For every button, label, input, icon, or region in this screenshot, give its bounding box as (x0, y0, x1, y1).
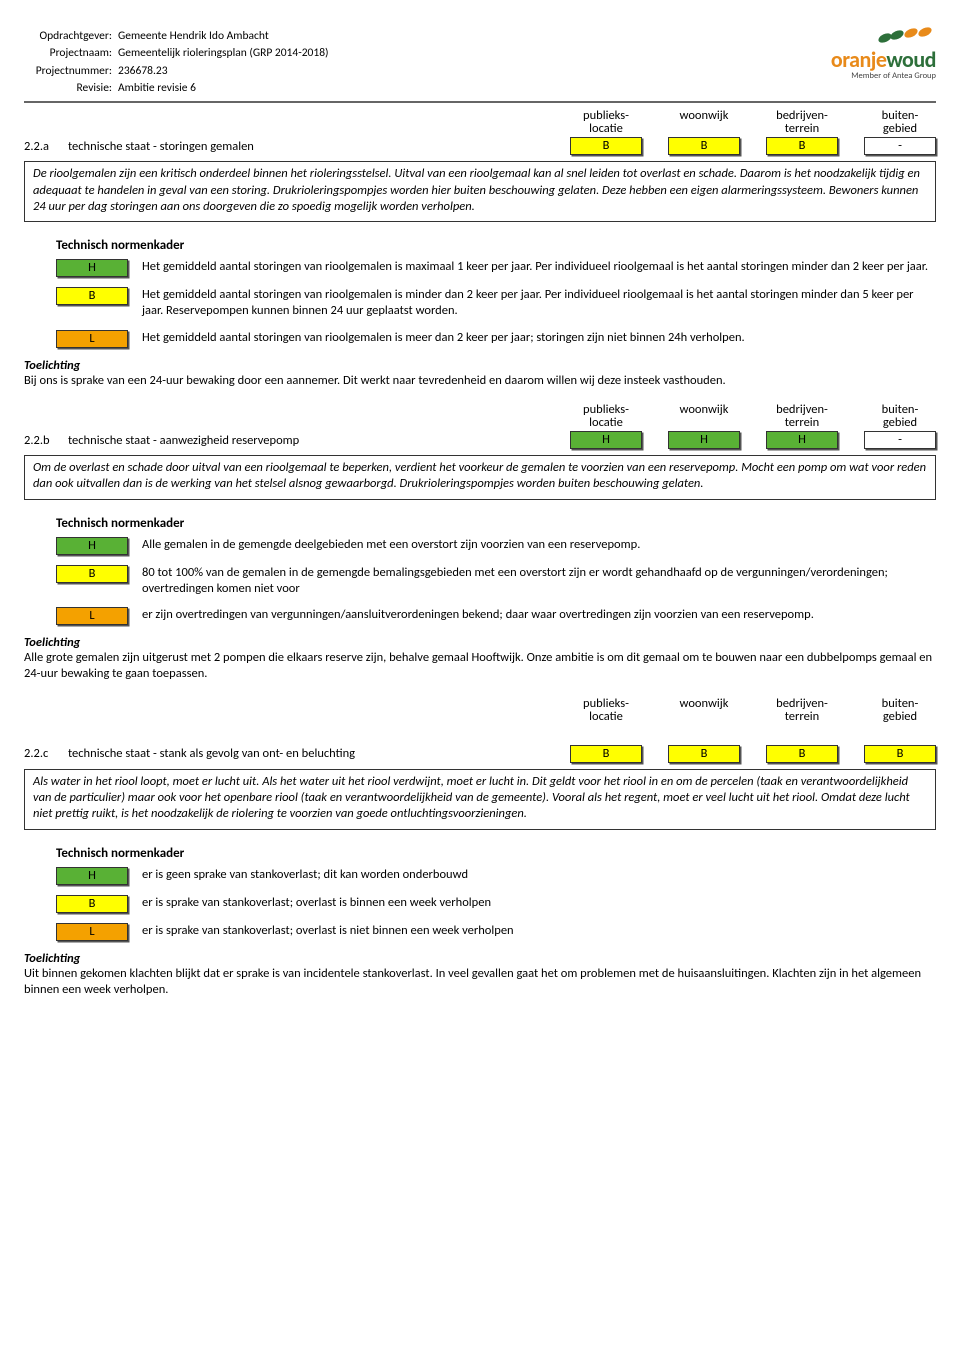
section-title: technische staat - storingen gemalen (68, 139, 562, 154)
score-badge: - (864, 431, 936, 449)
col-label: locatie (589, 415, 623, 430)
section-heading: 2.2.a technische staat - storingen gemal… (24, 137, 936, 155)
level-badge: H (56, 259, 128, 277)
meta-value: Gemeentelijk rioleringsplan (GRP 2014-20… (118, 45, 329, 62)
level-badge: L (56, 923, 128, 941)
level-badge: L (56, 607, 128, 625)
score-badge: B (570, 745, 642, 763)
logo-text-part2: woud (886, 46, 936, 73)
normenkader-title: Technisch normenkader (56, 846, 936, 861)
meta-value: Ambitie revisie 6 (118, 80, 196, 97)
section-heading: 2.2.c technische staat - stank als gevol… (24, 745, 936, 763)
score-badge: H (766, 431, 838, 449)
level-badge: B (56, 565, 128, 583)
section-id: 2.2.b (24, 433, 60, 448)
toelichting-label: Toelichting (24, 635, 936, 650)
norm-row: B er is sprake van stankoverlast; overla… (56, 895, 936, 913)
brand-logo: oranjewoud Member of Antea Group (831, 28, 936, 81)
level-badge: B (56, 895, 128, 913)
col-label: terrein (785, 415, 819, 430)
norm-row: L er zijn overtredingen van vergunningen… (56, 607, 936, 625)
score-badges: B B B B (570, 745, 936, 763)
score-badges: B B B - (570, 137, 936, 155)
score-badge: B (668, 745, 740, 763)
level-badge: B (56, 287, 128, 305)
norm-row: H Alle gemalen in de gemengde deelgebied… (56, 537, 936, 555)
norm-text: Het gemiddeld aantal storingen van riool… (142, 330, 936, 346)
score-badge: H (668, 431, 740, 449)
section-id: 2.2.a (24, 139, 60, 154)
norm-text: er zijn overtredingen van vergunningen/a… (142, 607, 936, 623)
meta-value: 236678.23 (118, 63, 168, 80)
norm-row: H Het gemiddeld aantal storingen van rio… (56, 259, 936, 277)
document-header: Opdrachtgever: Gemeente Hendrik Ido Ambac… (24, 28, 936, 97)
norm-text: er is geen sprake van stankoverlast; dit… (142, 867, 936, 883)
col-label: gebied (883, 415, 917, 430)
section-id: 2.2.c (24, 746, 60, 761)
meta-label: Revisie: (24, 80, 112, 97)
col-label: woonwijk (680, 696, 729, 711)
norm-row: L er is sprake van stankoverlast; overla… (56, 923, 936, 941)
column-headers: publieks-locatie woonwijk bedrijven-terr… (24, 403, 936, 429)
norm-text: Het gemiddeld aantal storingen van riool… (142, 259, 936, 275)
column-headers: publieks-locatie woonwijk bedrijven-terr… (24, 697, 936, 723)
norm-text: er is sprake van stankoverlast; overlast… (142, 895, 936, 911)
normenkader-title: Technisch normenkader (56, 516, 936, 531)
col-label: gebied (883, 121, 917, 136)
score-badge: B (864, 745, 936, 763)
normenkader-title: Technisch normenkader (56, 238, 936, 253)
col-label: locatie (589, 709, 623, 724)
meta-label: Opdrachtgever: (24, 28, 112, 45)
col-label: terrein (785, 121, 819, 136)
section-description: Om de overlast en schade door uitval van… (24, 455, 936, 500)
col-label: locatie (589, 121, 623, 136)
norm-row: L Het gemiddeld aantal storingen van rio… (56, 330, 936, 348)
score-badges: H H H - (570, 431, 936, 449)
level-badge: H (56, 867, 128, 885)
score-badge: B (766, 137, 838, 155)
norm-text: 80 tot 100% van de gemalen in de gemengd… (142, 565, 936, 598)
level-badge: H (56, 537, 128, 555)
toelichting-text: Bij ons is sprake van een 24-uur bewakin… (24, 373, 936, 389)
section-heading: 2.2.b technische staat - aanwezigheid re… (24, 431, 936, 449)
score-badge: H (570, 431, 642, 449)
project-meta: Opdrachtgever: Gemeente Hendrik Ido Ambac… (24, 28, 329, 97)
meta-label: Projectnummer: (24, 63, 112, 80)
header-divider (24, 101, 936, 103)
col-label: woonwijk (680, 108, 729, 123)
col-label: woonwijk (680, 402, 729, 417)
toelichting-label: Toelichting (24, 358, 936, 373)
norm-text: er is sprake van stankoverlast; overlast… (142, 923, 936, 939)
level-badge: L (56, 330, 128, 348)
toelichting-label: Toelichting (24, 951, 936, 966)
toelichting-text: Uit binnen gekomen klachten blijkt dat e… (24, 966, 936, 999)
col-label: gebied (883, 709, 917, 724)
norm-text: Alle gemalen in de gemengde deelgebieden… (142, 537, 936, 553)
col-label: terrein (785, 709, 819, 724)
section-description: Als water in het riool loopt, moet er lu… (24, 769, 936, 830)
norm-text: Het gemiddeld aantal storingen van riool… (142, 287, 936, 320)
column-headers: publieks-locatie woonwijk bedrijven-terr… (24, 109, 936, 135)
norm-row: B Het gemiddeld aantal storingen van rio… (56, 287, 936, 320)
logo-leaves-icon (831, 28, 936, 44)
meta-value: Gemeente Hendrik Ido Ambacht (118, 28, 269, 45)
score-badge: B (766, 745, 838, 763)
meta-label: Projectnaam: (24, 45, 112, 62)
norm-row: B 80 tot 100% van de gemalen in de gemen… (56, 565, 936, 598)
section-title: technische staat - stank als gevolg van … (68, 746, 562, 761)
toelichting-text: Alle grote gemalen zijn uitgerust met 2 … (24, 650, 936, 683)
score-badge: B (570, 137, 642, 155)
norm-row: H er is geen sprake van stankoverlast; d… (56, 867, 936, 885)
score-badge: B (668, 137, 740, 155)
section-title: technische staat - aanwezigheid reservep… (68, 433, 562, 448)
section-description: De rioolgemalen zijn een kritisch onderd… (24, 161, 936, 222)
logo-text-part1: oranje (831, 46, 886, 73)
score-badge: - (864, 137, 936, 155)
